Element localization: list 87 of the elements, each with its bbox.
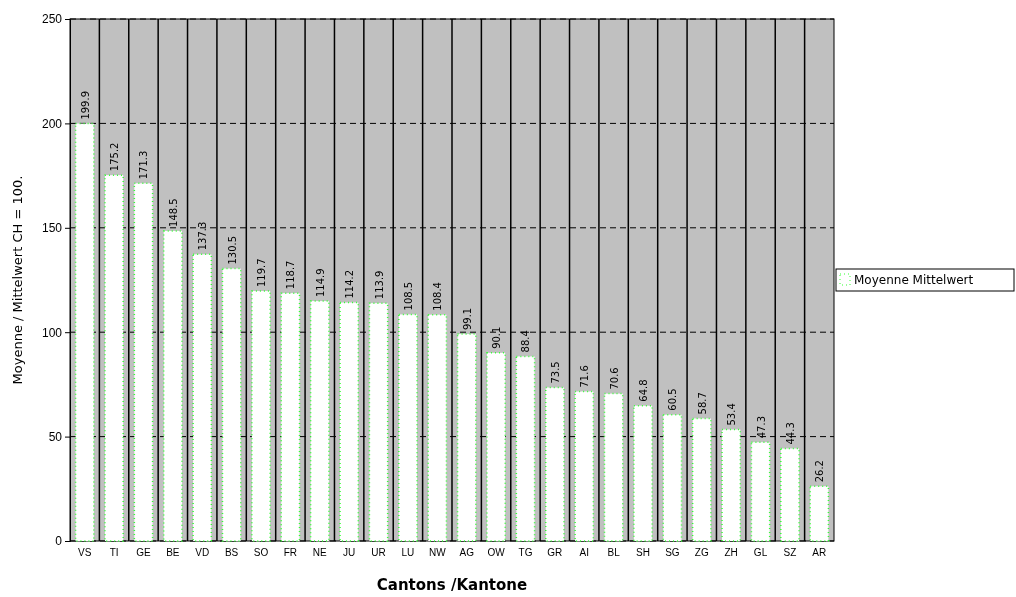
x-tick-label: ZH [724,547,738,558]
data-label: 114.9 [314,268,326,298]
x-tick-label: OW [487,547,506,558]
x-tick-label: JU [343,547,356,558]
bar [721,428,742,542]
x-tick-label: TI [109,547,119,558]
data-label: 99.1 [461,307,473,331]
bar [104,174,124,542]
bar [162,230,183,542]
y-axis-title: Moyenne / Mittelwert CH = 100. [10,175,25,385]
x-tick-label: BE [166,547,180,558]
y-tick-label: 200 [41,116,63,131]
bar [74,122,95,542]
data-label: 118.7 [285,260,297,290]
x-tick-label: NW [428,547,447,558]
data-label: 130.5 [226,235,238,265]
y-tick-label: 100 [41,325,63,340]
y-tick-label: 250 [41,12,63,27]
x-tick-label: SH [636,547,650,558]
data-label: 73.5 [549,361,561,384]
x-tick-label: NE [312,547,328,558]
bar [486,352,506,542]
data-label: 119.7 [256,258,267,288]
bar [398,313,418,542]
x-tick-label: VD [195,547,210,558]
x-tick-label: LU [401,547,415,558]
data-label: 171.3 [138,150,150,180]
data-label: 53.4 [726,403,738,426]
bar [280,292,301,542]
y-tick-label: 150 [41,221,63,236]
x-tick-label: GR [547,547,563,558]
x-tick-label: AR [812,547,827,558]
x-tick-label: SZ [783,547,797,558]
bar [691,417,712,542]
data-label: 26.2 [814,460,826,483]
data-label: 113.9 [373,270,385,300]
data-label: 108.4 [432,282,444,311]
x-tick-label: BL [607,547,621,558]
x-tick-label: GL [753,547,768,558]
data-label: 88.4 [520,330,532,353]
bar [780,447,800,542]
data-label: 175.2 [109,142,121,172]
bar [603,392,624,542]
x-axis-title: Cantons /Kantone [376,576,528,594]
bar [662,413,683,542]
x-tick-label: AI [579,547,589,558]
x-tick-label: AG [459,547,475,558]
data-label: 114.2 [344,269,356,299]
data-label: 70.6 [608,367,620,390]
data-label: 71.6 [579,365,591,388]
bar [309,300,330,542]
bar [515,355,536,542]
data-label: 108.5 [402,281,414,311]
bar [133,182,154,542]
bar [368,302,389,542]
data-label: 137.3 [197,221,209,251]
bar [221,267,242,542]
x-tick-label: UR [371,547,386,558]
data-label: 47.3 [755,415,767,439]
bar [192,253,213,542]
bar [251,290,271,542]
data-label: 64.8 [638,379,649,402]
x-tick-label: GE [136,547,152,558]
bar [574,390,595,542]
x-tick-label: BS [224,547,239,558]
x-tick-label: SG [665,547,680,558]
bar [633,404,653,542]
x-tick-label: FR [283,547,298,558]
bar [427,313,448,542]
bar [544,386,565,542]
data-label: 199.9 [79,90,91,120]
bar [750,441,771,542]
bar [809,485,830,542]
data-label: 44.3 [784,422,796,445]
data-label: 60.5 [667,388,679,411]
legend-label: Moyenne Mittelwert [854,273,974,287]
x-tick-label: TG [518,547,533,558]
bar [456,333,477,542]
x-tick-label: VS [78,547,92,558]
data-label: 90.1 [491,326,503,349]
data-label: 58.7 [696,392,708,415]
y-tick-label: 0 [55,534,63,549]
data-label: 148.5 [167,198,179,227]
x-tick-label: SO [253,547,269,558]
x-tick-label: ZG [694,547,709,558]
bar [339,301,360,542]
y-tick-label: 50 [48,429,63,444]
